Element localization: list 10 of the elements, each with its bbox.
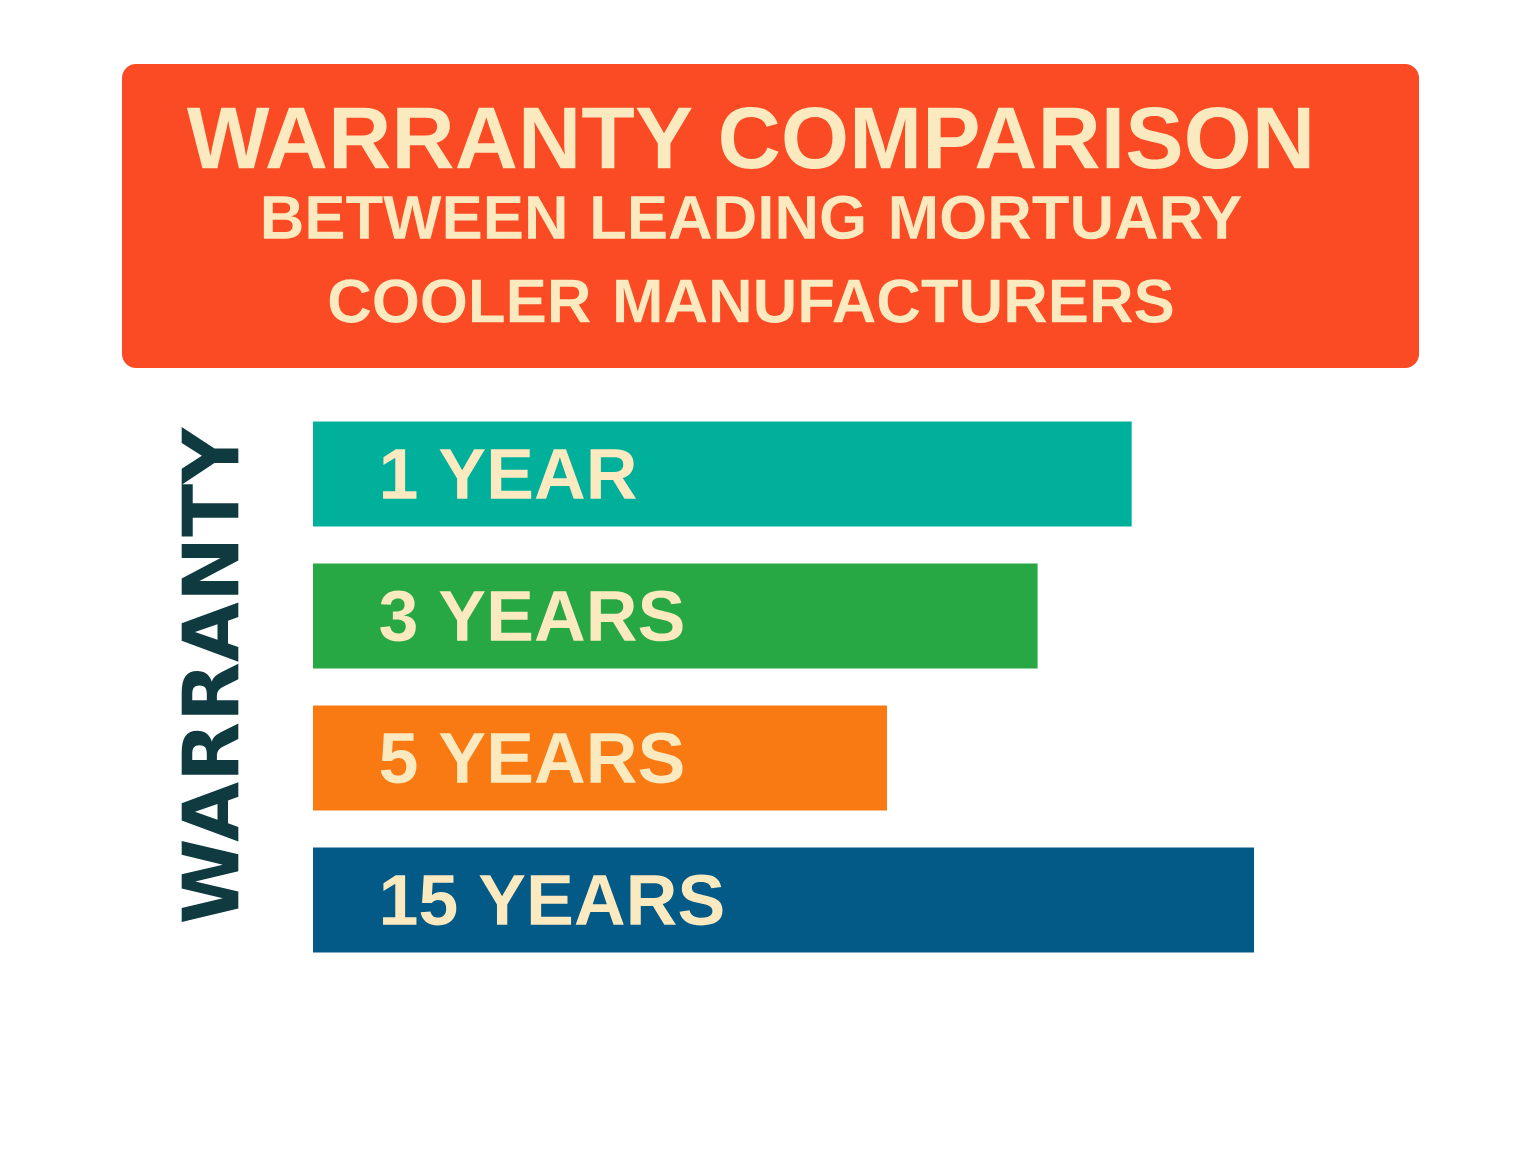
bar [313,847,1255,953]
y-tick-label: 5 YEARS [380,732,683,784]
chart-subtitle: BETWEEN LEADING MORTUARY COOLER MANUFACTURERS [263,195,1242,323]
y-tick-label: 1 YEAR [383,449,637,499]
y-tick-label: 3 YEARS [380,590,683,642]
y-tick-label: 15 YEARS [383,874,723,926]
y-axis-title: WARRANTY [181,426,239,922]
chart-title: WARRANTY COMPARISON [186,106,1310,170]
bar [313,421,1132,527]
bar [313,563,1038,669]
